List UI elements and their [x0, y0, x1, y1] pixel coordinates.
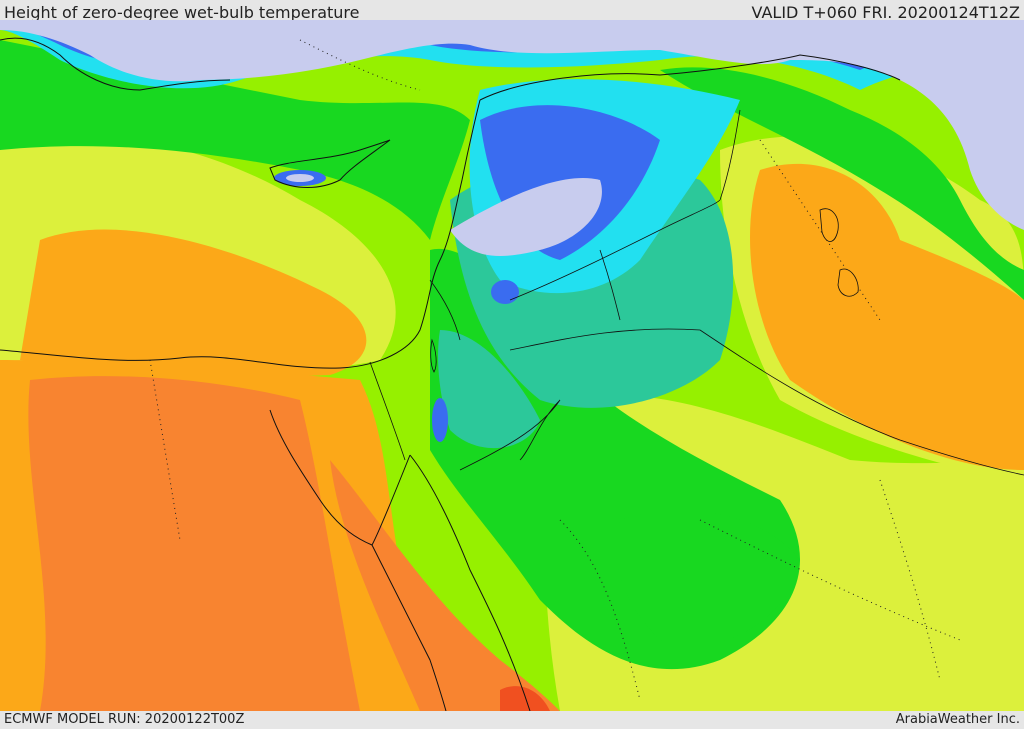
valid-time: VALID T+060 FRI. 20200124T12Z: [751, 3, 1020, 22]
map-title: Height of zero-degree wet-bulb temperatu…: [4, 3, 360, 22]
field-green-med: [0, 40, 470, 240]
field-blue-hermon: [491, 280, 519, 304]
lake-tharthar: [819, 208, 839, 242]
model-run: ECMWF MODEL RUN: 20200122T00Z: [4, 712, 245, 727]
footer-bar: ECMWF MODEL RUN: 20200122T00Z ArabiaWeat…: [0, 711, 1024, 729]
field-darkorange-redsea: [330, 460, 560, 711]
border-syria-jordan: [509, 199, 721, 301]
border-israel-jordan: [429, 279, 461, 341]
map-canvas: [0, 20, 1024, 711]
weather-map[interactable]: [0, 20, 1024, 711]
lakes: [819, 208, 859, 297]
lake-habbaniyah: [837, 268, 859, 297]
border-iraq-syria-north: [719, 109, 741, 201]
field-red-patch: [500, 686, 550, 711]
field-green-saudi: [616, 510, 800, 646]
field-teal-westbank: [438, 330, 540, 449]
field-orange-egypt-north: [20, 229, 367, 377]
border-jordan-saudi: [459, 399, 561, 471]
border-egypt-israel: [369, 361, 406, 461]
dead-sea: [430, 338, 437, 373]
coast-gulf-of-suez: [269, 409, 411, 546]
coast-cyprus: [269, 139, 391, 188]
border-jordan-saudi-iraq: [509, 328, 1024, 476]
field-blue-deadsea: [432, 398, 448, 442]
coast-redsea-east: [409, 454, 531, 711]
coast-egypt-levant: [0, 99, 481, 369]
field-lowest-syria: [450, 178, 602, 256]
coast-turkey-south: [0, 37, 231, 91]
coastlines: [0, 37, 901, 711]
header-bar: Height of zero-degree wet-bulb temperatu…: [0, 0, 1024, 22]
field-lowest-north: [0, 20, 1024, 230]
coast-redsea-west: [371, 544, 447, 711]
border-syria-iraq: [599, 249, 621, 321]
borders: [369, 109, 1024, 476]
field-darkorange-egypt: [28, 376, 360, 711]
provincial-lines: [149, 39, 961, 701]
credit: ArabiaWeather Inc.: [895, 712, 1020, 727]
field-lowest-cyprus: [286, 174, 314, 182]
coast-turkey-border: [479, 54, 901, 101]
field-orange-iraq: [750, 163, 1024, 470]
